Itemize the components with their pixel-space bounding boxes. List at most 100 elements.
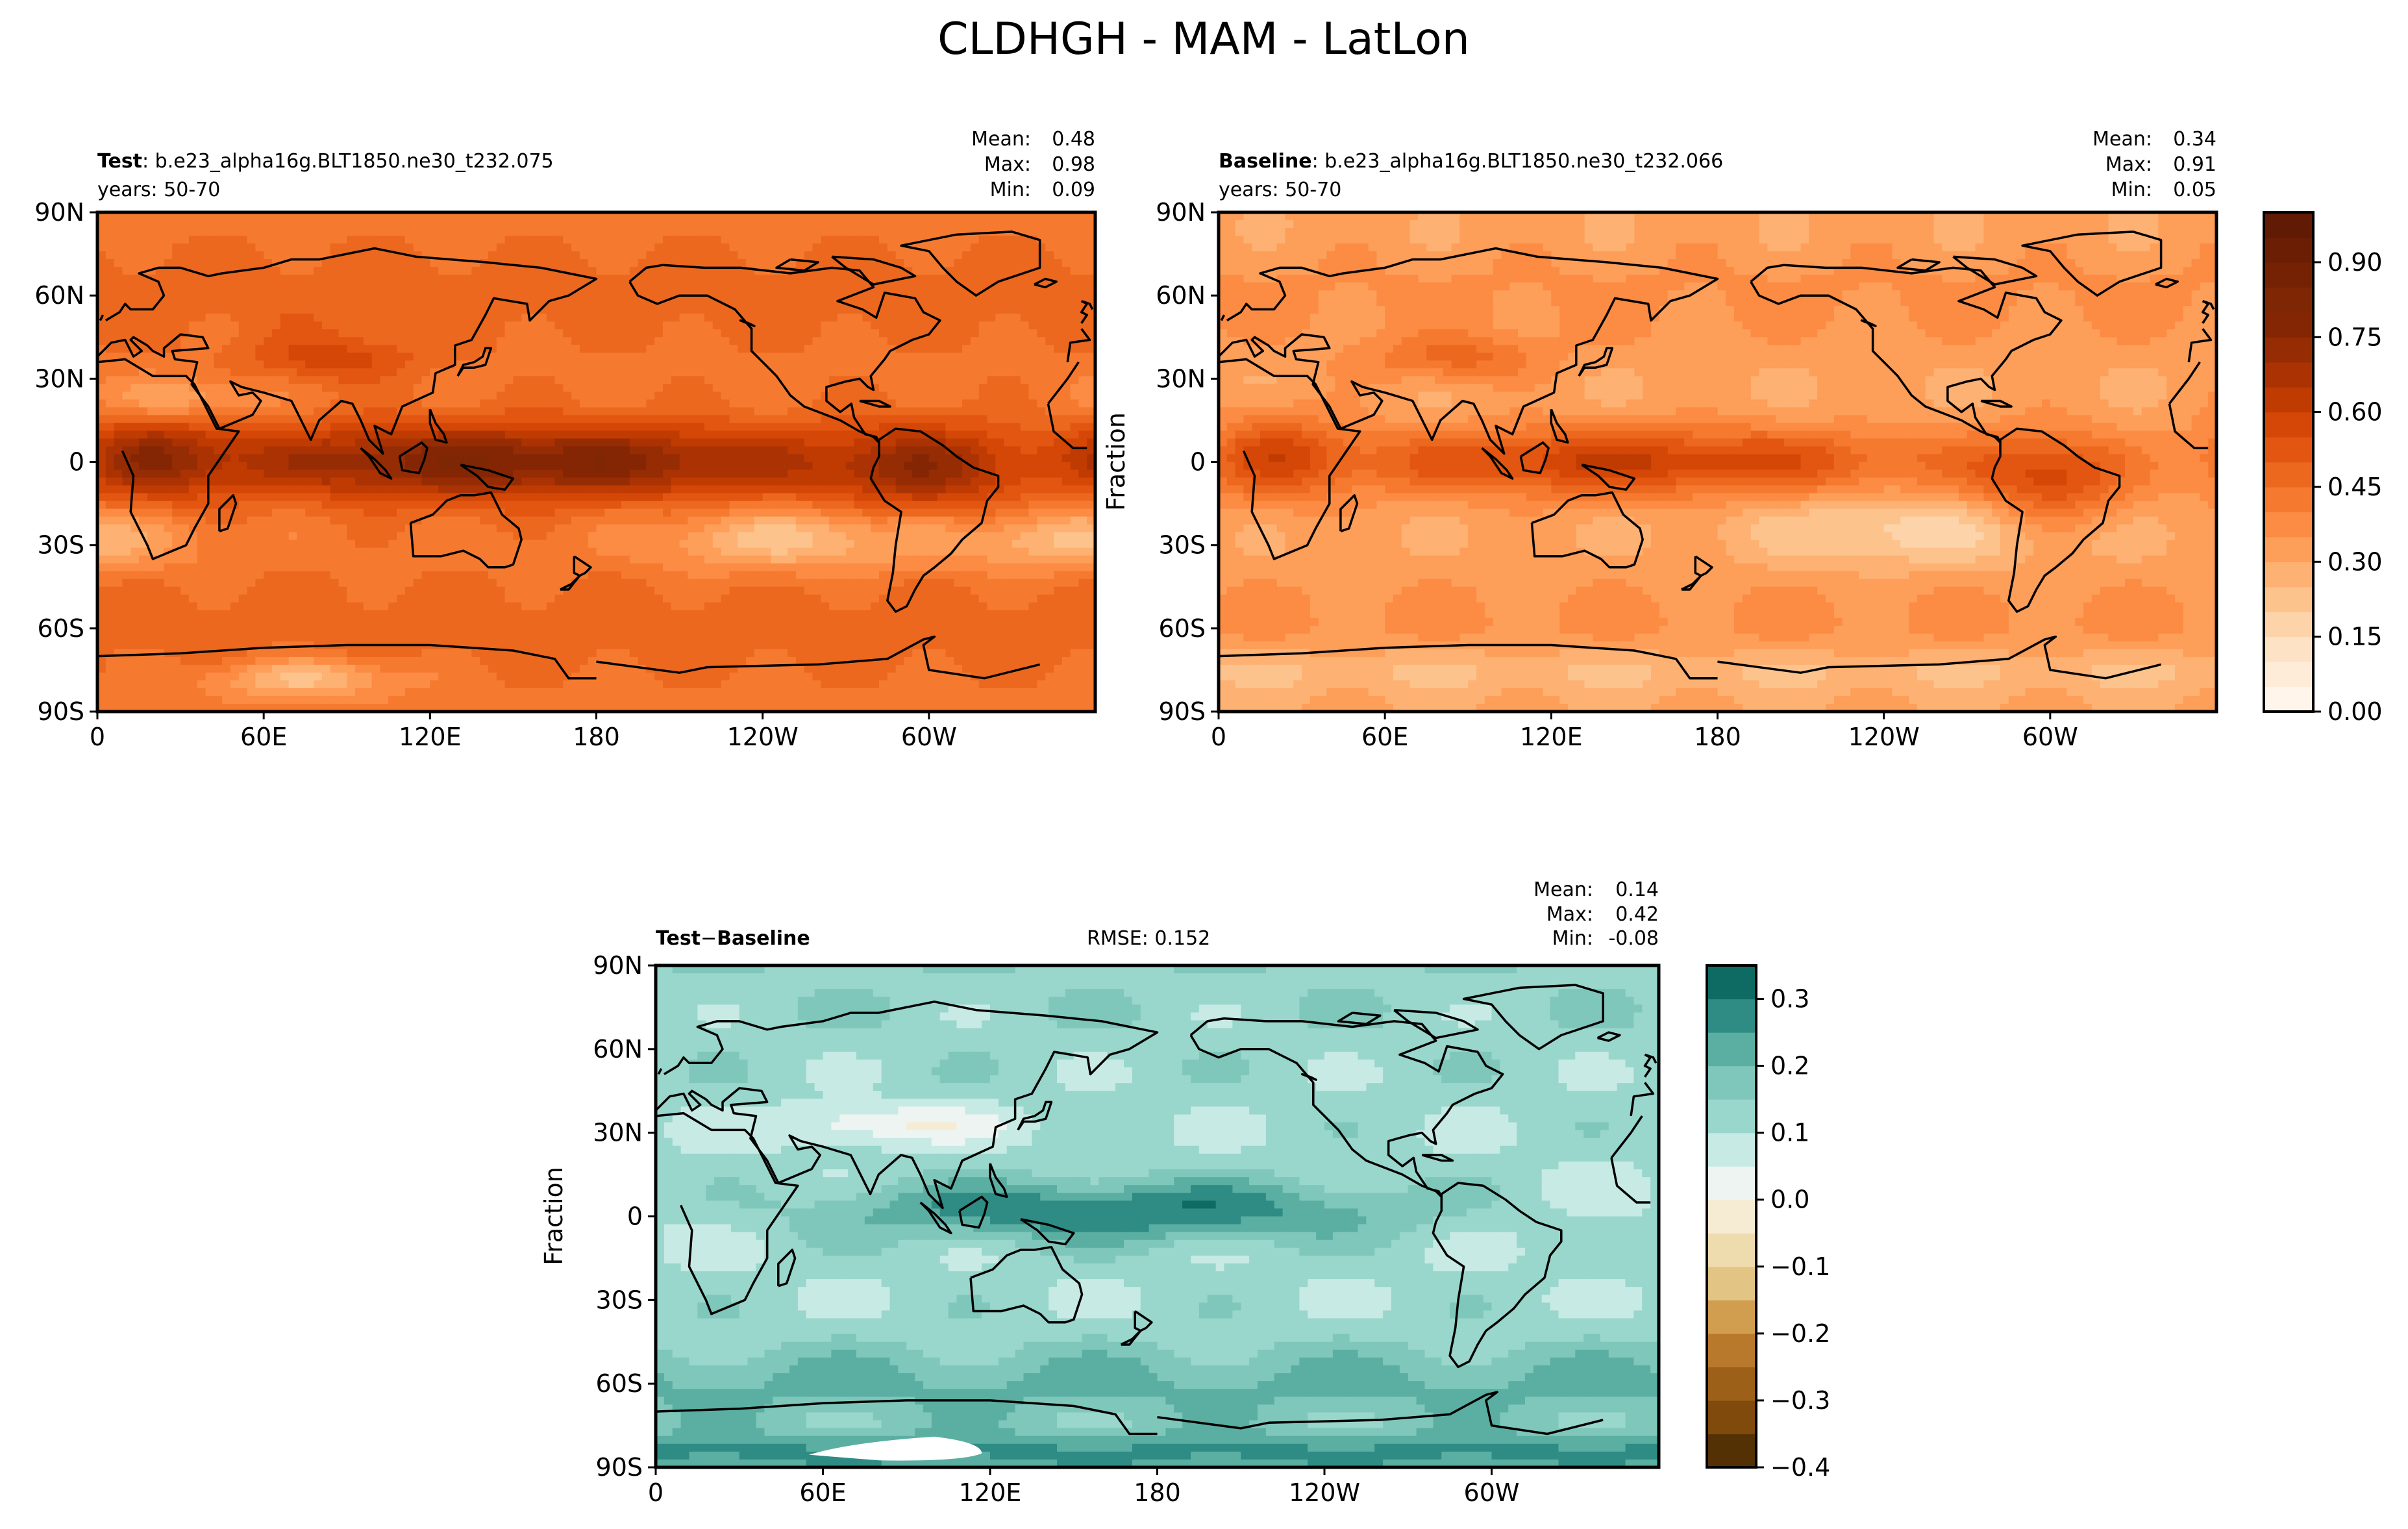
heatmap-cell	[821, 376, 830, 385]
heatmap-cell	[579, 321, 589, 330]
heatmap-cell	[421, 298, 431, 306]
heatmap-cell	[596, 516, 606, 525]
heatmap-cell	[504, 228, 514, 236]
heatmap-cell	[729, 524, 739, 533]
heatmap-cell	[397, 290, 406, 299]
heatmap-cell	[871, 493, 880, 502]
heatmap-cell	[995, 376, 1004, 385]
heatmap-cell	[1061, 329, 1071, 338]
heatmap-cell	[829, 314, 838, 323]
heatmap-cell	[762, 438, 772, 447]
heatmap-cell	[330, 228, 340, 236]
heatmap-cell	[671, 446, 680, 455]
heatmap-cell	[754, 446, 763, 455]
heatmap-cell	[480, 532, 489, 541]
heatmap-cell	[596, 368, 606, 377]
heatmap-cell	[1004, 477, 1013, 486]
heatmap-cell	[247, 438, 256, 447]
heatmap-cell	[812, 446, 822, 455]
heatmap-cell	[945, 345, 955, 354]
heatmap-cell	[380, 329, 390, 338]
heatmap-cell	[721, 314, 730, 323]
heatmap-cell	[1020, 314, 1030, 323]
heatmap-cell	[197, 415, 206, 424]
heatmap-cell	[646, 384, 655, 393]
heatmap-cell	[147, 290, 156, 299]
heatmap-cell	[255, 524, 264, 533]
heatmap-cell	[380, 353, 390, 362]
heatmap-cell	[463, 290, 473, 299]
heatmap-cell	[571, 454, 580, 463]
heatmap-cell	[305, 384, 314, 393]
heatmap-cell	[829, 243, 838, 252]
heatmap-cell	[887, 306, 897, 315]
heatmap-cell	[114, 485, 123, 494]
heatmap-cell	[155, 477, 165, 486]
heatmap-cell	[513, 236, 523, 244]
heatmap-cell	[987, 259, 997, 267]
heatmap-cell	[1028, 337, 1038, 346]
heatmap-cell	[662, 524, 672, 533]
heatmap-cell	[530, 337, 539, 346]
heatmap-cell	[197, 236, 206, 244]
heatmap-cell	[363, 485, 373, 494]
heatmap-cell	[197, 462, 206, 471]
heatmap-cell	[139, 360, 148, 369]
heatmap-cell	[962, 407, 971, 416]
heatmap-cell	[862, 337, 871, 346]
heatmap-cell	[214, 399, 223, 408]
heatmap-cell	[147, 462, 156, 471]
heatmap-cell	[480, 251, 489, 260]
heatmap-cell	[679, 438, 689, 447]
heatmap-cell	[754, 384, 763, 393]
heatmap-cell	[214, 306, 223, 315]
heatmap-cell	[546, 282, 556, 291]
heatmap-cell	[463, 282, 473, 291]
heatmap-cell	[147, 415, 156, 424]
heatmap-cell	[804, 454, 813, 463]
heatmap-cell	[155, 368, 165, 377]
heatmap-cell	[380, 259, 390, 267]
heatmap-cell	[563, 376, 572, 385]
heatmap-cell	[388, 501, 397, 510]
heatmap-cell	[970, 392, 980, 401]
heatmap-cell	[613, 399, 622, 408]
heatmap-cell	[638, 259, 647, 267]
heatmap-cell	[230, 477, 240, 486]
heatmap-cell	[1037, 228, 1046, 236]
heatmap-cell	[804, 282, 813, 291]
heatmap-cell	[771, 454, 780, 463]
heatmap-cell	[895, 493, 905, 502]
heatmap-cell	[530, 329, 539, 338]
heatmap-cell	[530, 477, 539, 486]
heatmap-cell	[139, 282, 148, 291]
heatmap-cell	[197, 212, 206, 221]
heatmap-cell	[1078, 376, 1087, 385]
heatmap-cell	[280, 345, 290, 354]
heatmap-cell	[779, 220, 788, 229]
heatmap-cell	[638, 407, 647, 416]
heatmap-cell	[688, 430, 697, 440]
heatmap-cell	[546, 454, 556, 463]
heatmap-cell	[297, 493, 306, 502]
heatmap-cell	[629, 392, 639, 401]
heatmap-cell	[962, 306, 971, 315]
heatmap-cell	[788, 282, 797, 291]
heatmap-cell	[205, 251, 215, 260]
panel-test: Test: b.e23_alpha16g.BLT1850.ne30_t232.0…	[34, 128, 1097, 751]
heatmap-cell	[288, 508, 298, 517]
heatmap-cell	[1070, 493, 1080, 502]
heatmap-cell	[1045, 329, 1054, 338]
heatmap-cell	[554, 430, 564, 440]
heatmap-cell	[139, 423, 148, 432]
heatmap-cell	[704, 282, 714, 291]
heatmap-cell	[255, 298, 264, 306]
heatmap-cell	[172, 251, 181, 260]
heatmap-cell	[305, 259, 314, 267]
heatmap-cell	[1061, 524, 1071, 533]
heatmap-cell	[297, 275, 306, 283]
heatmap-cell	[546, 508, 556, 517]
heatmap-cell	[746, 275, 755, 283]
heatmap-cell	[978, 267, 988, 275]
heatmap-cell	[446, 384, 456, 393]
